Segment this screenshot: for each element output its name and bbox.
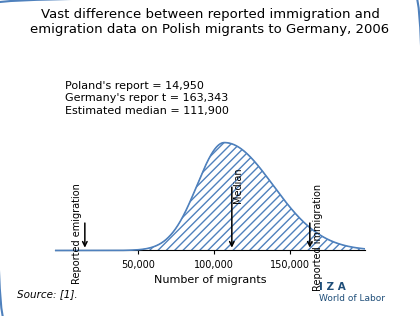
Text: Reported immigration: Reported immigration: [313, 184, 323, 291]
Text: Poland's report = 14,950: Poland's report = 14,950: [65, 81, 204, 91]
Text: Estimated median = 111,900: Estimated median = 111,900: [65, 106, 229, 116]
Text: Germany's repor t = 163,343: Germany's repor t = 163,343: [65, 93, 228, 103]
Text: Source: [1].: Source: [1].: [17, 289, 77, 299]
Text: World of Labor: World of Labor: [319, 294, 385, 303]
X-axis label: Number of migrants: Number of migrants: [154, 275, 266, 285]
Text: I Z A: I Z A: [319, 282, 346, 292]
Text: Reported emigration: Reported emigration: [71, 184, 81, 284]
Text: Vast difference between reported immigration and
emigration data on Polish migra: Vast difference between reported immigra…: [30, 8, 390, 36]
Text: Median: Median: [233, 167, 243, 203]
